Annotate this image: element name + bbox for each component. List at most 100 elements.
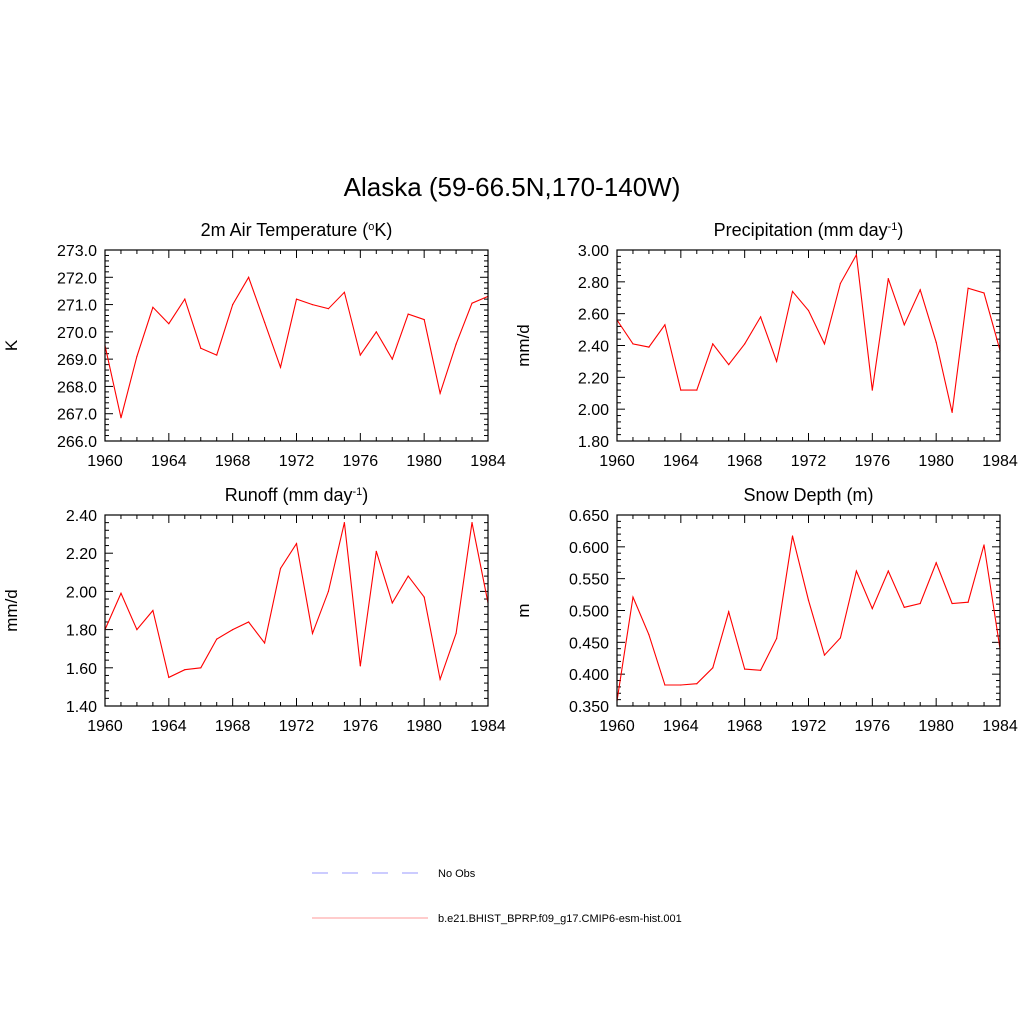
data-point [775, 637, 778, 640]
data-point [423, 596, 425, 598]
data-point [407, 575, 409, 577]
data-point [311, 632, 314, 635]
data-point [152, 609, 154, 612]
data-point [887, 570, 889, 572]
data-point [216, 638, 218, 640]
data-point [728, 364, 730, 366]
y-tick-label: 2.20 [578, 370, 609, 387]
data-point [775, 360, 778, 363]
y-tick-label: 3.00 [578, 243, 609, 260]
panel-title-superscript: -1 [352, 486, 362, 498]
y-tick-label: 0.650 [569, 508, 609, 525]
data-point [200, 667, 202, 669]
x-tick-label: 1980 [918, 718, 954, 735]
data-point [967, 287, 969, 289]
y-tick-label: 1.60 [66, 661, 97, 678]
x-tick-label: 1980 [406, 718, 442, 735]
x-tick-label: 1976 [855, 453, 891, 470]
data-point [375, 550, 377, 552]
x-tick-label: 1984 [470, 718, 506, 735]
y-tick-label: 1.80 [578, 434, 609, 451]
data-point [136, 355, 138, 358]
series-line-snow-depth [616, 535, 1001, 701]
data-point [839, 637, 842, 639]
y-tick-label: 273.0 [57, 243, 97, 260]
y-tick-label: 0.450 [569, 635, 609, 652]
data-point [807, 309, 810, 312]
x-tick-label: 1972 [791, 718, 827, 735]
x-tick-label: 1984 [982, 453, 1018, 470]
data-point [967, 601, 969, 603]
x-tick-label: 1972 [791, 453, 827, 470]
data-point [168, 323, 170, 325]
y-tick-label: 2.40 [578, 339, 609, 356]
data-point [887, 278, 889, 280]
x-tick-label: 1960 [87, 718, 123, 735]
y-tick-label: 268.0 [57, 379, 97, 396]
x-tick-label: 1968 [727, 718, 763, 735]
data-point [311, 303, 314, 306]
y-tick-label: 2.80 [578, 275, 609, 292]
panel-title-snow-depth: Snow Depth (m) [743, 485, 873, 505]
panel-precipitation: Precipitation (mm day-1) mm/d 1960 1964 1968… [514, 220, 1018, 470]
panel-title-end: ) [897, 220, 903, 240]
data-point [327, 590, 330, 593]
panel-runoff: Runoff (mm day-1) mm/d 1960 1964 1968 1972 197… [2, 485, 506, 735]
data-point [871, 607, 873, 610]
data-point [791, 290, 794, 292]
data-point [248, 621, 250, 623]
x-tick-label: 1964 [151, 453, 187, 470]
y-tick-label: 269.0 [57, 352, 97, 369]
x-tick-label: 1968 [215, 718, 251, 735]
x-tick-label: 1976 [343, 453, 379, 470]
data-point [248, 276, 250, 278]
x-tick-label: 1960 [599, 718, 635, 735]
data-point [455, 632, 457, 635]
data-point [791, 535, 794, 537]
data-point [152, 306, 154, 308]
data-point [632, 343, 634, 345]
x-tick-label: 1976 [343, 718, 379, 735]
data-point [359, 354, 361, 356]
data-point [680, 389, 682, 391]
data-point [744, 668, 746, 670]
data-point [728, 611, 730, 613]
data-point [903, 606, 905, 608]
y-axis-label-runoff: mm/d [2, 589, 21, 632]
legend: No Obs b.e21.BHIST_BPRP.f09_g17.CMIP6-es… [312, 868, 682, 925]
y-tick-label: 266.0 [57, 434, 97, 451]
data-point [648, 346, 650, 348]
data-point [744, 343, 746, 345]
panel-temperature: 2m Air Temperature (oK) K 1960 1964 1968 1972… [2, 220, 506, 470]
y-tick-label: 0.500 [569, 604, 609, 621]
data-point [263, 321, 266, 323]
x-tick-label: 1980 [406, 453, 442, 470]
x-tick-label: 1972 [279, 718, 315, 735]
y-tick-label: 270.0 [57, 325, 97, 342]
y-tick-label: 2.00 [578, 402, 609, 419]
data-point [391, 358, 393, 360]
data-point [327, 308, 330, 310]
panels: 2m Air Temperature (oK) K 1960 1964 1968 1972… [2, 220, 1018, 735]
data-point [439, 392, 441, 394]
data-point [712, 343, 714, 345]
panel-title-end: ) [362, 485, 368, 505]
data-point [120, 417, 122, 419]
panel-title-superscript: o [368, 221, 374, 233]
x-tick-label: 1984 [982, 718, 1018, 735]
panel-title-main: 2m Air Temperature ( [201, 220, 369, 240]
plot-frame-runoff [104, 514, 489, 707]
data-point [712, 667, 714, 669]
data-point [343, 291, 345, 293]
figure-title: Alaska (59-66.5N,170-140W) [344, 172, 681, 202]
data-point [359, 665, 361, 667]
x-tick-label: 1972 [279, 453, 315, 470]
x-tick-label: 1984 [470, 453, 506, 470]
x-tick-label: 1964 [663, 453, 699, 470]
y-axis-label-temperature: K [2, 339, 21, 351]
y-tick-label: 271.0 [57, 298, 97, 315]
y-tick-label: 0.550 [569, 572, 609, 589]
data-point [664, 684, 666, 686]
series-line-temperature [104, 275, 489, 418]
